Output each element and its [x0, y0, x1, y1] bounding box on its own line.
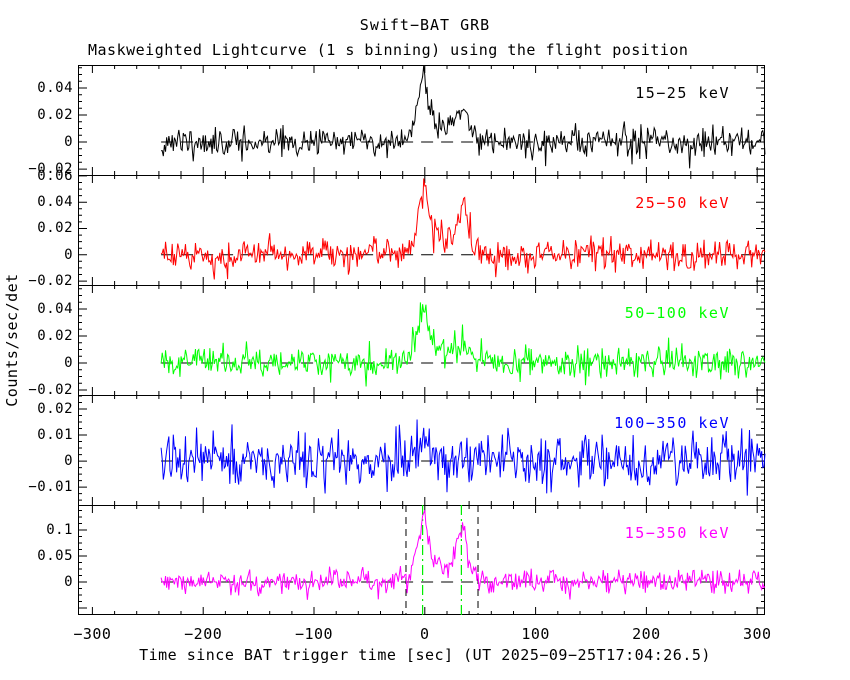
y-tick-label: 0.06 [37, 167, 73, 184]
panel-ticks [78, 175, 765, 285]
panel-ticks [78, 285, 765, 395]
x-tick-label: 200 [632, 625, 661, 643]
x-tick-label: 100 [521, 625, 550, 643]
panel-separator [78, 505, 765, 506]
y-tick-label: −0.02 [28, 273, 73, 290]
energy-band-label: 50−100 keV [624, 304, 730, 322]
x-axis-title: Time since BAT trigger time [sec] (UT 20… [139, 646, 711, 664]
y-tick-label: −0.02 [28, 382, 73, 398]
x-tick-label: −200 [184, 625, 223, 643]
panel-separator [78, 175, 765, 176]
energy-band-label: 15−350 keV [624, 524, 730, 542]
lightcurve-panel-3: 50−100 keV [78, 285, 766, 395]
energy-band-label: 100−350 keV [614, 414, 730, 432]
lightcurve-path [160, 302, 766, 387]
panel-separator [78, 285, 765, 286]
x-tick-label: −300 [73, 625, 112, 643]
panel-ticks [78, 395, 765, 505]
y-tick-label: 0 [64, 246, 73, 263]
y-tick-label: 0 [64, 134, 73, 151]
y-tick-label: 0 [64, 355, 73, 371]
lightcurve-path [160, 510, 766, 600]
lightcurve-panel-5: 15−350 keV [78, 505, 766, 615]
y-tick-label: −0.02 [28, 161, 73, 178]
y-tick-label: 0.02 [37, 401, 73, 418]
lightcurve-panel-4: 100−350 keV [78, 395, 766, 505]
y-tick-label: 0.02 [37, 220, 73, 237]
lightcurve-path [160, 178, 766, 280]
energy-band-label: 15−25 keV [635, 84, 730, 102]
panel-ticks [78, 505, 765, 615]
x-tick-label: 300 [742, 625, 772, 643]
energy-band-label: 25−50 keV [635, 194, 730, 212]
y-tick-label: 0.1 [46, 521, 73, 538]
page-title: Swift−BAT GRB [359, 16, 491, 34]
y-tick-label: 0.04 [37, 194, 73, 211]
y-tick-label: 0.02 [37, 328, 73, 345]
lightcurve-path [160, 419, 766, 496]
lightcurve-path [161, 65, 766, 169]
panel-separator [78, 395, 765, 396]
y-tick-label: 0.05 [37, 547, 73, 564]
lightcurve-panel-1: 15−25 keV [78, 65, 766, 175]
y-tick-label: 0.02 [37, 107, 73, 123]
panel-ticks [78, 65, 765, 175]
y-tick-label: −0.01 [28, 479, 73, 496]
x-tick-label: 0 [420, 625, 430, 643]
y-tick-label: 0.01 [37, 427, 73, 444]
page-subtitle: Maskweighted Lightcurve (1 s binning) us… [88, 41, 689, 59]
y-tick-label: 0.04 [37, 301, 73, 318]
x-tick-label: −100 [294, 625, 334, 643]
y-tick-label: 0 [64, 573, 73, 590]
y-tick-label: 0 [64, 453, 73, 470]
plot-frame [78, 65, 765, 615]
y-tick-label: 0.04 [37, 79, 73, 96]
lightcurve-panel-2: 25−50 keV [78, 175, 766, 285]
